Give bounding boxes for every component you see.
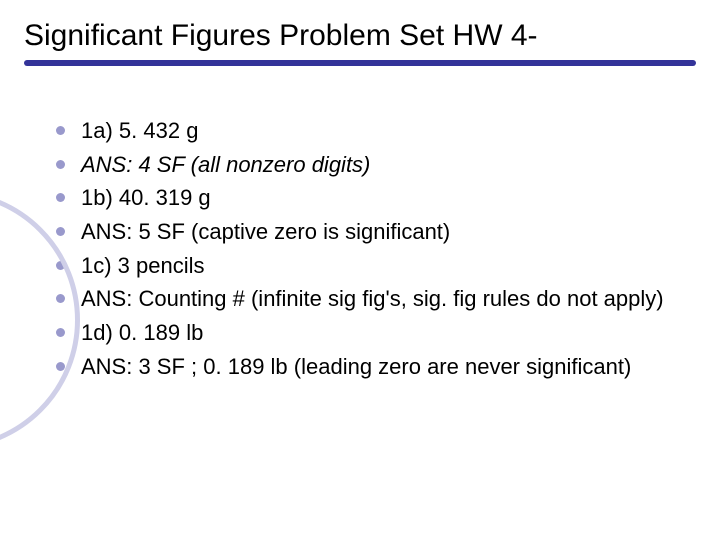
list-item: 1a) 5. 432 g: [56, 116, 664, 146]
item-text: 1b) 40. 319 g: [81, 183, 664, 213]
title-area: Significant Figures Problem Set HW 4-: [0, 0, 720, 76]
bullet-icon: [56, 193, 65, 202]
item-text: 1c) 3 pencils: [81, 251, 664, 281]
item-text: ANS: Counting # (infinite sig fig's, sig…: [81, 284, 664, 314]
bullet-icon: [56, 126, 65, 135]
bullet-list: 1a) 5. 432 g ANS: 4 SF (all nonzero digi…: [56, 116, 664, 382]
slide: Significant Figures Problem Set HW 4- 1a…: [0, 0, 720, 540]
list-item: ANS: Counting # (infinite sig fig's, sig…: [56, 284, 664, 314]
list-item: 1d) 0. 189 lb: [56, 318, 664, 348]
list-item: ANS: 3 SF ; 0. 189 lb (leading zero are …: [56, 352, 664, 382]
item-text: ANS: 3 SF ; 0. 189 lb (leading zero are …: [81, 352, 664, 382]
list-item: 1b) 40. 319 g: [56, 183, 664, 213]
list-item: 1c) 3 pencils: [56, 251, 664, 281]
list-item: ANS: 5 SF (captive zero is significant): [56, 217, 664, 247]
item-text: ANS: 4 SF (all nonzero digits): [81, 150, 664, 180]
slide-title: Significant Figures Problem Set HW 4-: [24, 18, 696, 54]
item-text: 1d) 0. 189 lb: [81, 318, 664, 348]
bullet-icon: [56, 227, 65, 236]
bullet-icon: [56, 160, 65, 169]
title-underline: [24, 60, 696, 66]
list-item: ANS: 4 SF (all nonzero digits): [56, 150, 664, 180]
content-area: 1a) 5. 432 g ANS: 4 SF (all nonzero digi…: [0, 76, 720, 406]
item-text: 1a) 5. 432 g: [81, 116, 664, 146]
item-text: ANS: 5 SF (captive zero is significant): [81, 217, 664, 247]
